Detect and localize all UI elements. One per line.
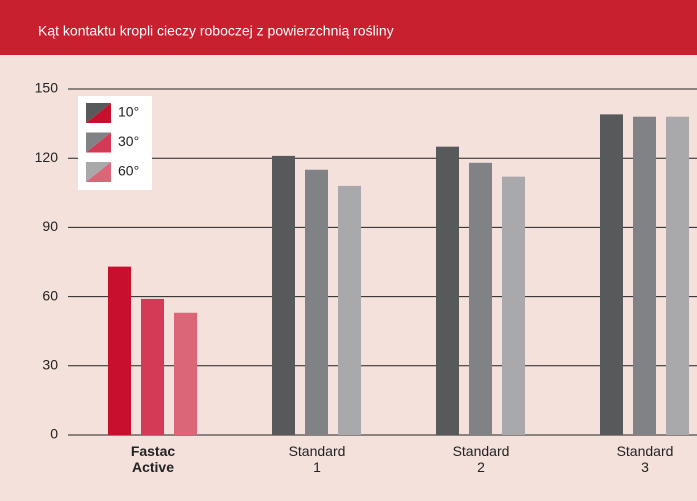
legend-swatch (86, 132, 111, 153)
legend-swatch (86, 103, 111, 123)
bar (141, 298, 164, 435)
legend-swatch (86, 162, 111, 182)
legend-label: 60° (118, 163, 139, 179)
y-tick-label: 60 (42, 287, 58, 303)
y-tick-label: 150 (35, 80, 59, 96)
bar (633, 116, 656, 436)
x-tick-label: Standard 2 (453, 443, 510, 475)
bar (174, 312, 197, 435)
x-tick-label: Standard 3 (617, 443, 674, 475)
bar (666, 116, 689, 436)
y-tick-label: 30 (42, 357, 58, 373)
y-tick-label: 0 (50, 426, 58, 442)
x-tick-label: Fastac Active (131, 443, 176, 475)
bar (305, 169, 328, 435)
legend-label: 30° (118, 133, 139, 149)
bar (502, 176, 525, 436)
bar (338, 185, 361, 435)
header (0, 0, 697, 55)
bar (272, 155, 295, 436)
bar (469, 162, 492, 435)
bar (600, 114, 623, 435)
chart-title: Kąt kontaktu kropli cieczy roboczej z po… (38, 23, 394, 39)
x-tick-label: Standard 1 (289, 443, 346, 475)
legend-label: 10° (118, 104, 139, 120)
bar (108, 266, 131, 435)
y-tick-label: 90 (42, 218, 58, 234)
bar (436, 146, 459, 435)
y-tick-label: 120 (35, 149, 59, 165)
